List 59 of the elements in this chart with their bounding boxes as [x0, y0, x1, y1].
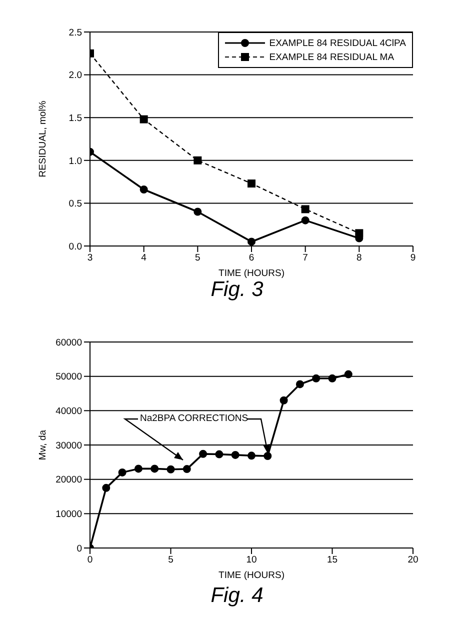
x-tick-label: 4	[141, 252, 146, 264]
x-axis-title: TIME (HOURS)	[218, 570, 284, 581]
point	[296, 380, 304, 388]
point	[248, 452, 256, 460]
legend-label: EXAMPLE 84 RESIDUAL MA	[269, 52, 394, 62]
point	[301, 205, 310, 214]
x-tick-label: 9	[410, 252, 416, 264]
y-tick-label: 20000	[56, 474, 82, 486]
caption: Fig. 3	[210, 278, 264, 302]
y-tick-label: 0	[76, 543, 82, 554]
y-tick-label: 30000	[56, 440, 82, 452]
x-tick-label: 8	[356, 252, 362, 264]
point	[194, 156, 202, 164]
point	[166, 465, 175, 474]
point	[215, 450, 224, 458]
point	[344, 370, 352, 378]
annotation: Na2BPA CORRECTIONS	[140, 413, 248, 424]
y-axis-title: Mw, da	[37, 429, 48, 460]
x-tick-label: 6	[248, 252, 254, 264]
point	[140, 115, 148, 124]
point	[301, 216, 310, 224]
point	[194, 208, 202, 216]
point	[134, 464, 142, 473]
caption: Fig. 4	[210, 584, 264, 608]
y-tick-label: 1.5	[68, 112, 82, 124]
y-tick-label: 2.0	[68, 70, 82, 82]
y-tick-label: 1.0	[68, 156, 82, 167]
y-tick-label: 10000	[56, 509, 82, 520]
legend-label: EXAMPLE 84 RESIDUAL 4ClPA	[269, 38, 406, 48]
x-tick-label: 10	[246, 554, 257, 566]
point	[199, 450, 208, 458]
point	[118, 468, 126, 476]
x-tick-label: 15	[326, 554, 338, 566]
x-tick-label: 5	[168, 554, 174, 566]
y-tick-label: 50000	[56, 372, 82, 383]
y-tick-label: 2.5	[68, 27, 82, 38]
y-tick-label: 60000	[56, 337, 82, 348]
point	[182, 465, 191, 474]
x-axis-title: TIME (HOURS)	[218, 268, 284, 279]
x-tick-label: 0	[87, 554, 93, 566]
point	[355, 229, 364, 238]
x-tick-label: 7	[302, 252, 308, 264]
x-tick-label: 20	[408, 554, 418, 566]
point	[231, 450, 240, 459]
x-tick-label: 3	[87, 252, 93, 264]
y-axis-title: RESIDUAL, mol%	[37, 100, 48, 178]
point	[264, 452, 272, 460]
point	[150, 464, 159, 473]
point	[248, 238, 256, 246]
point	[140, 186, 148, 194]
x-tick-label: 5	[195, 252, 200, 264]
point	[248, 180, 256, 188]
point	[312, 374, 320, 382]
point	[280, 396, 288, 404]
y-tick-label: 40000	[56, 406, 82, 418]
y-tick-label: 0.0	[68, 241, 82, 252]
point	[328, 374, 336, 382]
point	[102, 484, 110, 492]
y-tick-label: 0.5	[68, 198, 82, 210]
